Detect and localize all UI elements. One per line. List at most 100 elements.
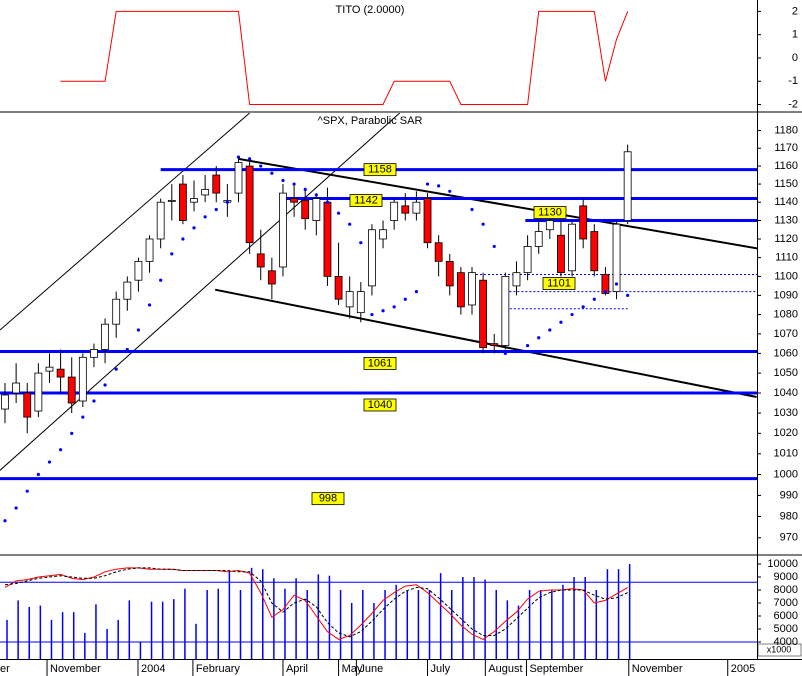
candle-body	[523, 246, 532, 274]
candle-body	[512, 272, 521, 287]
sar-dot	[614, 282, 619, 286]
y-tick-label: 1170	[774, 142, 798, 154]
x-tick-label: June	[359, 663, 383, 675]
level-label: 998	[319, 493, 337, 505]
x-tick-label: July	[431, 663, 451, 675]
x-tick-label: 2004	[141, 663, 165, 675]
candle-body	[123, 281, 132, 300]
x-tick-label: er	[0, 663, 10, 675]
sar-dot	[581, 305, 585, 309]
level-label-box	[349, 194, 383, 207]
candle-body	[368, 229, 376, 287]
candle-body	[456, 272, 465, 308]
sar-dot	[403, 297, 407, 301]
y-tick-label: 9000	[774, 571, 798, 583]
candle-body	[312, 198, 321, 221]
sar-dot	[203, 215, 207, 219]
y-tick-label: 6000	[774, 610, 798, 622]
trendline	[0, 113, 401, 471]
candle-body	[134, 260, 143, 281]
y-tick-label: 1060	[774, 347, 798, 359]
candle-body	[45, 366, 54, 372]
y-tick-label: 5000	[774, 623, 798, 635]
candle-body	[323, 201, 332, 277]
sar-dot	[381, 309, 385, 313]
y-tick-label: 1050	[774, 367, 798, 379]
y-tick-label: 2	[792, 5, 798, 17]
candle-body	[201, 189, 210, 196]
level-label: 1130	[538, 206, 562, 218]
candle-body	[112, 298, 121, 325]
candle-body	[412, 201, 421, 214]
y-tick-label: 7000	[774, 597, 798, 609]
sar-dot	[359, 241, 363, 245]
candle-body	[1, 394, 9, 410]
level-label: 1040	[368, 399, 392, 411]
sar-dot	[47, 460, 52, 464]
sar-dot	[181, 237, 185, 241]
candle-body	[279, 192, 287, 268]
y-tick-label: 1100	[774, 270, 798, 282]
sar-dot	[125, 347, 129, 352]
signal-line	[4, 567, 628, 638]
sar-dot	[14, 506, 18, 510]
candle-body	[245, 165, 254, 244]
candle-body	[78, 356, 87, 402]
y-tick-label: 10000	[767, 558, 798, 570]
y-tick-label: 4000	[774, 636, 798, 648]
unit-label: x1000	[767, 644, 792, 654]
sar-dot	[459, 196, 463, 201]
sar-dot	[70, 431, 74, 435]
x-tick-label: August	[488, 663, 522, 675]
y-tick-label: 1120	[774, 233, 798, 245]
sar-dot	[548, 328, 552, 332]
level-label: 1158	[368, 164, 392, 176]
candle-body	[179, 183, 187, 221]
candle-body	[156, 201, 165, 240]
sar-dot	[136, 328, 141, 332]
sar-dot	[448, 189, 452, 193]
candle-body	[356, 291, 365, 314]
sar-dot	[159, 278, 163, 282]
sar-dot	[114, 367, 118, 371]
y-tick-label: 1150	[774, 178, 798, 190]
candle-body	[534, 231, 543, 247]
sar-dot	[370, 312, 374, 317]
sar-dot	[525, 343, 530, 348]
sar-dot	[270, 171, 274, 175]
sar-dot	[537, 336, 541, 340]
sar-dot	[603, 289, 608, 294]
sar-dot	[92, 399, 96, 403]
trendline	[238, 157, 757, 250]
candle-body	[101, 323, 109, 350]
y-tick-label: 1000	[774, 468, 798, 480]
y-tick-label: 1040	[774, 387, 798, 399]
candle-body	[334, 276, 343, 300]
y-tick-label: 1110	[775, 252, 798, 264]
y-tick-label: 1020	[774, 427, 798, 439]
sar-dot	[392, 305, 396, 309]
candle-body	[56, 368, 65, 378]
level-label-box	[533, 206, 567, 219]
sar-dot	[414, 289, 419, 294]
candle-body	[90, 349, 98, 358]
candle-body	[468, 272, 476, 306]
sar-dot	[259, 164, 263, 168]
y-tick-label: 1010	[774, 448, 798, 460]
sar-dot	[437, 184, 441, 188]
candle-body	[256, 253, 265, 268]
candle-body	[12, 382, 21, 394]
y-tick-label: -2	[788, 98, 798, 110]
sar-dot	[425, 182, 430, 186]
y-tick-label: 1070	[774, 328, 798, 340]
candle-body	[479, 279, 488, 348]
sar-dot	[503, 351, 507, 356]
candle-body	[445, 260, 454, 287]
volume-panel	[0, 563, 757, 659]
price-panel	[0, 113, 757, 523]
sar-dot	[325, 200, 330, 204]
y-tick-label: 1090	[774, 289, 798, 301]
candle-body	[579, 205, 588, 240]
sar-dot	[492, 244, 496, 249]
